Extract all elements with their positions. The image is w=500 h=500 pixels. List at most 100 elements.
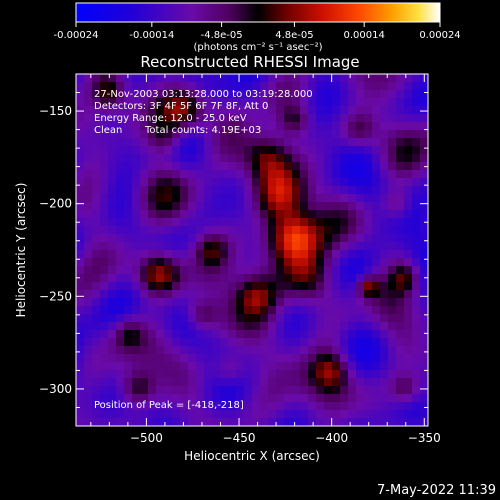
heatmap-cell — [276, 250, 285, 259]
heatmap-cell — [92, 194, 101, 203]
heatmap-cell — [172, 250, 181, 259]
heatmap-cell — [228, 306, 237, 315]
heatmap-cell — [196, 146, 205, 155]
heatmap-cell — [76, 402, 85, 411]
heatmap-cell — [164, 362, 173, 371]
heatmap-cell — [164, 194, 173, 203]
heatmap-cell — [124, 194, 133, 203]
heatmap-cell — [132, 402, 141, 411]
heatmap-cell — [276, 82, 285, 91]
heatmap-cell — [356, 138, 365, 147]
heatmap-cell — [284, 410, 293, 419]
heatmap-cell — [132, 106, 141, 115]
heatmap-cell — [356, 378, 365, 387]
heatmap-cell — [252, 394, 261, 403]
heatmap-cell — [148, 378, 157, 387]
heatmap-cell — [196, 314, 205, 323]
heatmap-cell — [276, 386, 285, 395]
heatmap-cell — [396, 202, 405, 211]
heatmap-cell — [412, 306, 421, 315]
heatmap-cell — [212, 162, 221, 171]
heatmap-cell — [300, 322, 309, 331]
heatmap-cell — [148, 226, 157, 235]
heatmap-cell — [180, 226, 189, 235]
heatmap-cell — [172, 402, 181, 411]
heatmap-cell — [204, 250, 213, 259]
heatmap-cell — [348, 138, 357, 147]
heatmap-cell — [276, 226, 285, 235]
heatmap-cell — [420, 338, 429, 347]
heatmap-cell — [124, 298, 133, 307]
heatmap-cell — [196, 386, 205, 395]
heatmap-cell — [412, 274, 421, 283]
heatmap-cell — [84, 338, 93, 347]
heatmap-cell — [188, 90, 197, 99]
heatmap-cell — [220, 242, 229, 251]
heatmap-cell — [300, 330, 309, 339]
heatmap-cell — [268, 202, 277, 211]
heatmap-cell — [268, 194, 277, 203]
heatmap-cell — [100, 330, 109, 339]
heatmap-cell — [292, 418, 301, 427]
heatmap-cell — [316, 338, 325, 347]
heatmap-cell — [260, 154, 269, 163]
heatmap-cell — [340, 234, 349, 243]
heatmap-cell — [140, 282, 149, 291]
heatmap-cell — [420, 226, 429, 235]
heatmap-cell — [364, 394, 373, 403]
heatmap-cell — [308, 314, 317, 323]
colorbar — [75, 2, 441, 23]
heatmap-cell — [204, 282, 213, 291]
heatmap-cell — [372, 338, 381, 347]
heatmap-cell — [196, 194, 205, 203]
colorbar-tick-label: 0.00024 — [419, 30, 460, 41]
heatmap-cell — [356, 122, 365, 131]
heatmap-cell — [292, 242, 301, 251]
heatmap-cell — [284, 258, 293, 267]
heatmap-cell — [108, 138, 117, 147]
heatmap-cell — [172, 170, 181, 179]
heatmap-cell — [404, 354, 413, 363]
heatmap-cell — [396, 386, 405, 395]
heatmap-cell — [380, 186, 389, 195]
heatmap-cell — [204, 378, 213, 387]
heatmap-cell — [148, 138, 157, 147]
heatmap-cell — [404, 266, 413, 275]
heatmap-cell — [140, 402, 149, 411]
heatmap-cell — [260, 138, 269, 147]
heatmap-cell — [308, 162, 317, 171]
heatmap-cell — [276, 362, 285, 371]
heatmap-cell — [316, 234, 325, 243]
heatmap-cell — [268, 314, 277, 323]
heatmap-cell — [404, 74, 413, 83]
heatmap-cell — [132, 418, 141, 427]
heatmap-cell — [412, 386, 421, 395]
heatmap-cell — [268, 362, 277, 371]
heatmap-cell — [292, 202, 301, 211]
heatmap-cell — [372, 370, 381, 379]
heatmap-cell — [252, 202, 261, 211]
heatmap-cell — [116, 122, 125, 131]
heatmap-cell — [284, 330, 293, 339]
colorbar-tick-label: -0.00024 — [54, 30, 99, 41]
heatmap-cell — [92, 402, 101, 411]
heatmap-cell — [188, 338, 197, 347]
heatmap-cell — [116, 210, 125, 219]
heatmap-cell — [140, 186, 149, 195]
heatmap-cell — [268, 242, 277, 251]
heatmap-cell — [412, 258, 421, 267]
heatmap-cell — [348, 354, 357, 363]
heatmap-cell — [260, 162, 269, 171]
heatmap-cell — [380, 250, 389, 259]
heatmap-cell — [84, 402, 93, 411]
heatmap-cell — [100, 378, 109, 387]
heatmap-cell — [292, 90, 301, 99]
info-algorithm: Clean — [94, 125, 122, 136]
colorbar-ticks: -0.00024 -0.00014 -4.8e-05 4.8e-05 0.00014 0.… — [54, 22, 461, 41]
heatmap-cell — [300, 314, 309, 323]
heatmap-cell — [356, 338, 365, 347]
heatmap-cell — [244, 290, 253, 299]
heatmap-cell — [356, 250, 365, 259]
heatmap-cell — [204, 138, 213, 147]
heatmap-cell — [108, 130, 117, 139]
